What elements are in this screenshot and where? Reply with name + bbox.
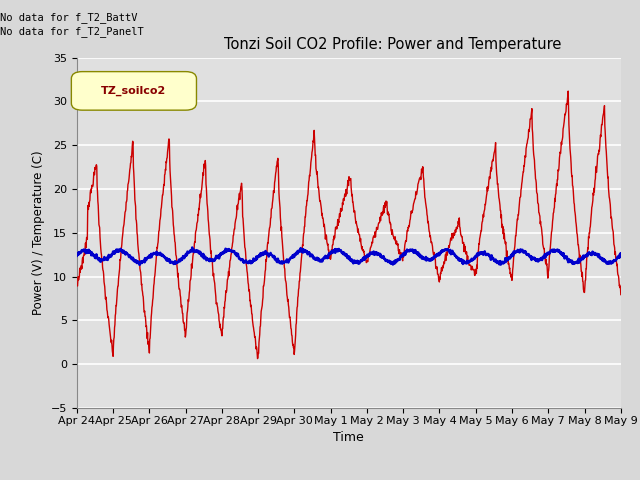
Text: TZ_soilco2: TZ_soilco2 xyxy=(101,86,166,96)
Title: Tonzi Soil CO2 Profile: Power and Temperature: Tonzi Soil CO2 Profile: Power and Temper… xyxy=(223,37,561,52)
Y-axis label: Power (V) / Temperature (C): Power (V) / Temperature (C) xyxy=(32,151,45,315)
X-axis label: Time: Time xyxy=(333,431,364,444)
Text: No data for f_T2_PanelT: No data for f_T2_PanelT xyxy=(0,26,144,37)
Text: No data for f_T2_BattV: No data for f_T2_BattV xyxy=(0,12,138,23)
FancyBboxPatch shape xyxy=(72,72,196,110)
